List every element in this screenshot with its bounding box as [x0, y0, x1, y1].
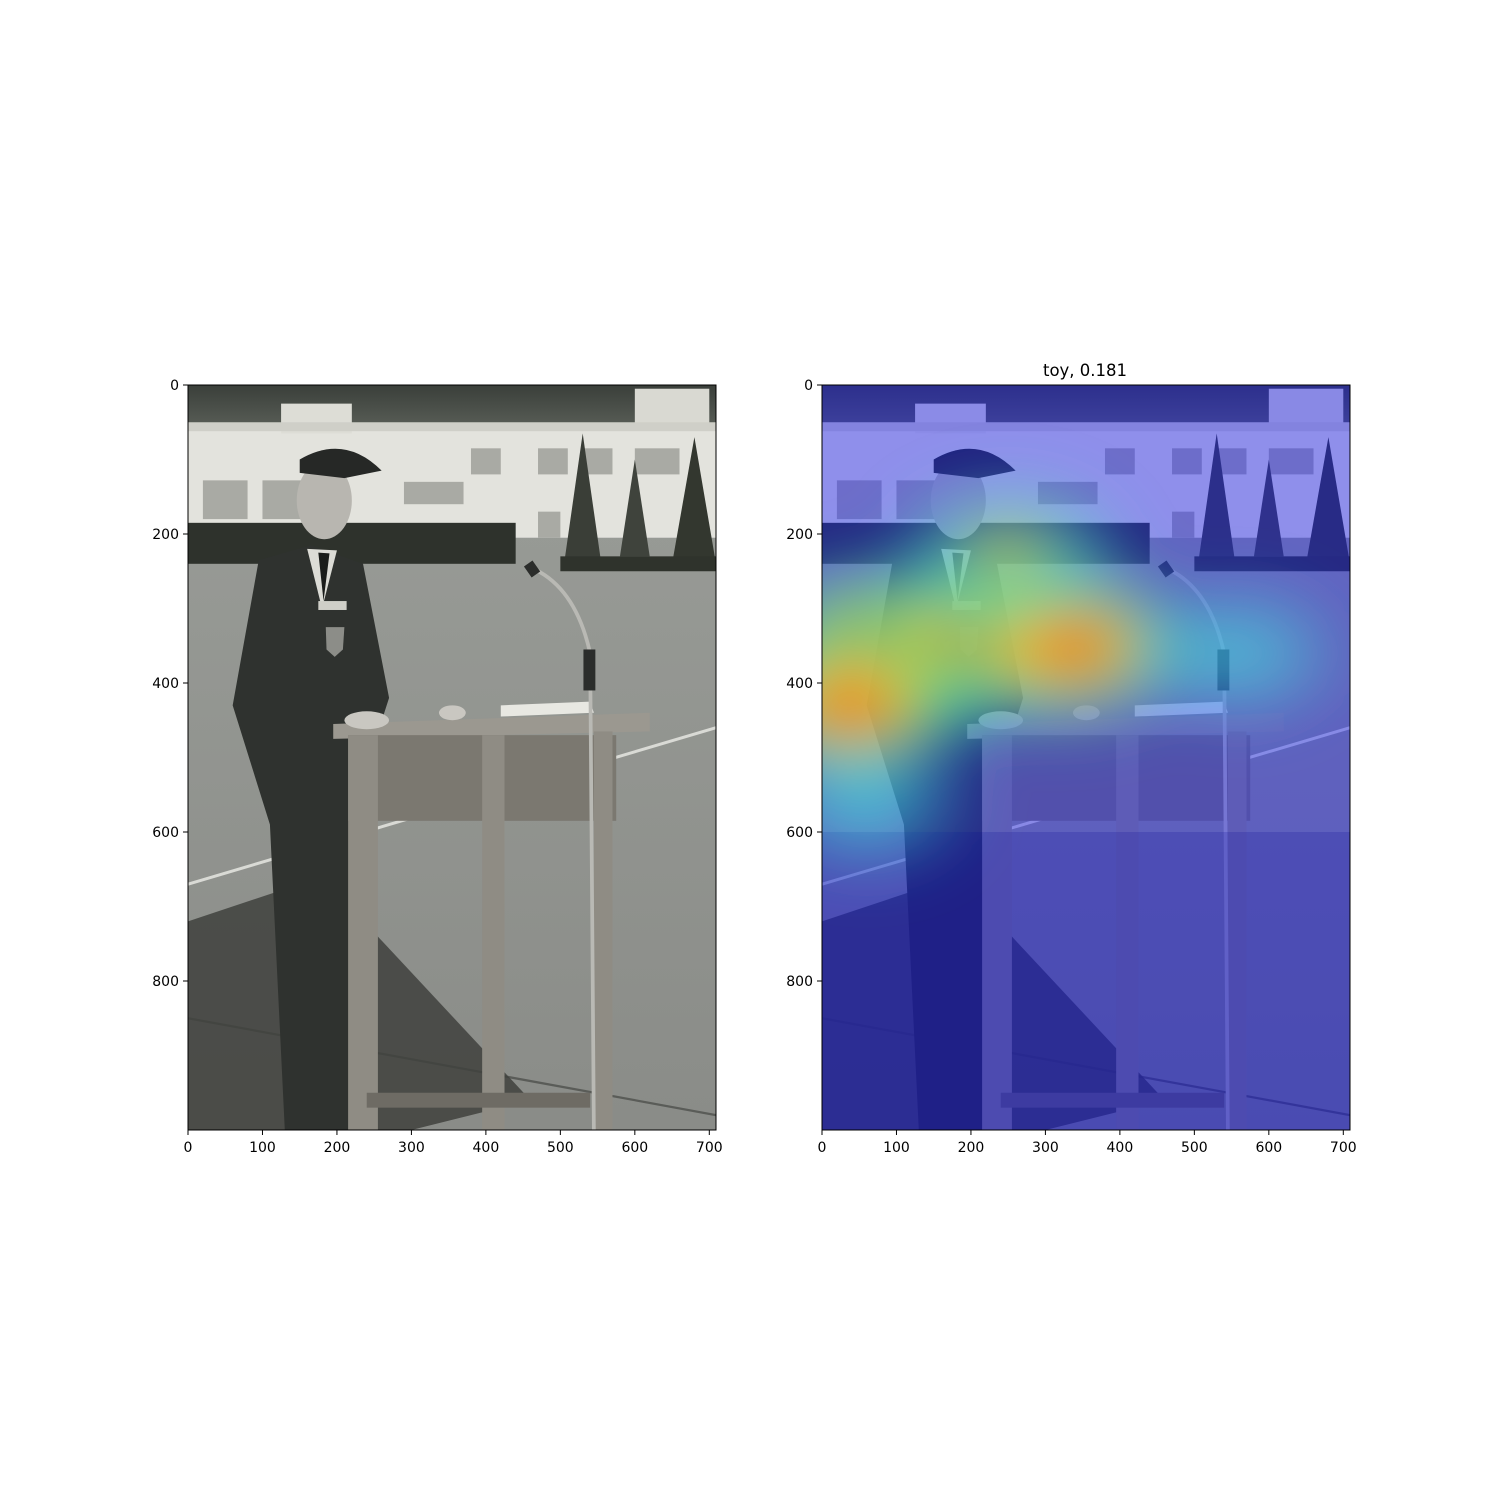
y-tick-label: 0	[804, 378, 813, 394]
heatmap-image	[822, 385, 1350, 1130]
y-tick-label: 200	[786, 527, 813, 543]
heat-hotspot	[878, 472, 1138, 640]
y-axis: 0 200 400 600 800	[786, 378, 822, 990]
y-tick-label: 200	[152, 527, 179, 543]
y-tick-label: 800	[152, 974, 179, 990]
x-tick-label: 700	[1330, 1140, 1357, 1156]
heat-blobs	[822, 472, 1350, 881]
x-tick-label: 600	[621, 1140, 648, 1156]
x-tick-label: 200	[324, 1140, 351, 1156]
chart-title: toy, 0.181	[1043, 361, 1127, 380]
axes-frame	[187, 384, 717, 1131]
x-tick-label: 100	[883, 1140, 910, 1156]
heat-hotspot	[822, 723, 987, 881]
x-tick-label: 600	[1255, 1140, 1282, 1156]
x-tick-label: 200	[958, 1140, 985, 1156]
x-tick-label: 400	[1107, 1140, 1134, 1156]
y-tick-label: 400	[152, 676, 179, 692]
photo-image	[188, 385, 716, 1130]
photo-panel: 0 100 200 300 400 500 600 700 0 200 400 600 800	[152, 378, 722, 1156]
x-tick-label: 300	[1032, 1140, 1059, 1156]
x-tick-label: 0	[818, 1140, 827, 1156]
x-axis: 0 100 200 300 400 500 600 700	[818, 1130, 1357, 1156]
x-tick-label: 0	[184, 1140, 193, 1156]
heatmap-panel: toy, 0.181 0 100 200 300 400 500 600 700 0 200 40…	[786, 361, 1357, 1156]
y-tick-label: 400	[786, 676, 813, 692]
heat-hotspot	[1119, 574, 1350, 732]
x-axis: 0 100 200 300 400 500 600 700	[184, 1130, 723, 1156]
y-tick-label: 600	[786, 825, 813, 841]
x-tick-label: 400	[473, 1140, 500, 1156]
x-tick-label: 300	[398, 1140, 425, 1156]
y-axis: 0 200 400 600 800	[152, 378, 188, 990]
y-tick-label: 800	[786, 974, 813, 990]
x-tick-label: 100	[249, 1140, 276, 1156]
y-tick-label: 600	[152, 825, 179, 841]
x-tick-label: 700	[696, 1140, 723, 1156]
y-tick-label: 0	[170, 378, 179, 394]
x-tick-label: 500	[1181, 1140, 1208, 1156]
axes-frame	[821, 384, 1351, 1131]
x-tick-label: 500	[547, 1140, 574, 1156]
